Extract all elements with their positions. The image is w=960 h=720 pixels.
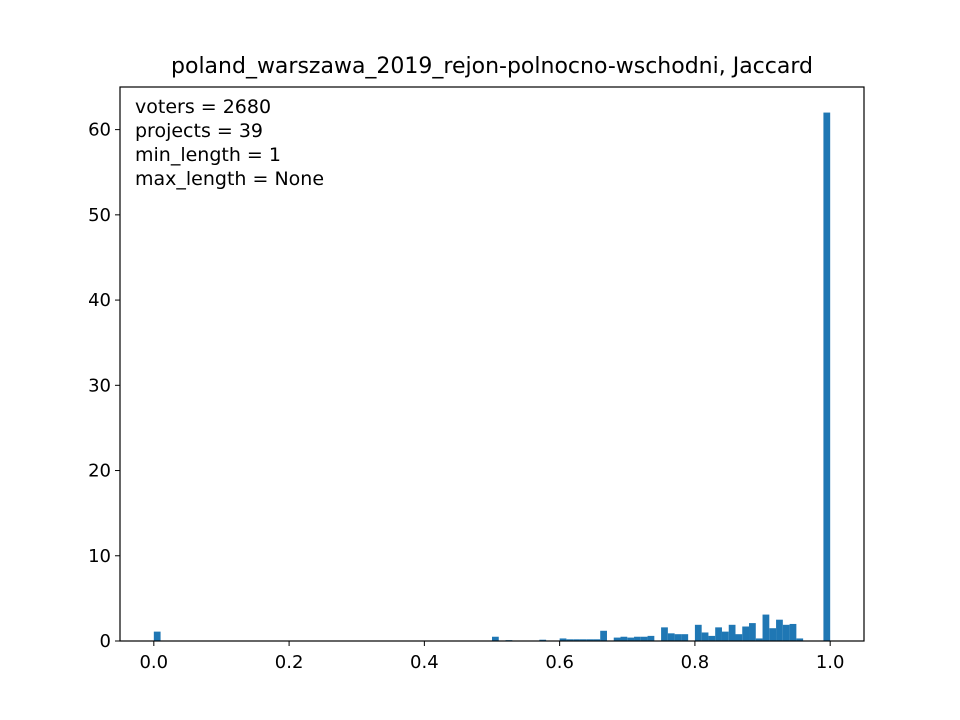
histogram-bar [492, 636, 499, 641]
x-tick-label: 0.2 [275, 652, 304, 673]
histogram-bar [647, 635, 655, 641]
histogram-bar [559, 638, 567, 641]
histogram-bar [762, 614, 770, 641]
histogram-bar [789, 623, 797, 641]
histogram-bar [627, 637, 635, 641]
histogram-bar [634, 636, 641, 641]
histogram-bar [796, 638, 804, 641]
histogram-bar [823, 112, 831, 642]
histogram-bar [600, 630, 607, 641]
y-axis-ticks: 0 10 20 30 40 50 60 [88, 120, 120, 652]
histogram-bar [593, 639, 601, 641]
plot-frame [119, 86, 865, 642]
annotation-line: min_length = 1 [135, 144, 281, 166]
chart-title: poland_warszawa_2019_rejon-polnocno-wsch… [171, 54, 813, 79]
y-tick-label: 50 [88, 205, 111, 226]
histogram-bar [728, 624, 736, 641]
y-tick-label: 30 [88, 375, 111, 396]
histogram-bar [539, 639, 547, 641]
annotation-line: max_length = None [135, 168, 324, 190]
histogram-bar [661, 627, 668, 641]
histogram-bar [681, 634, 689, 641]
x-tick-label: 0.4 [410, 652, 439, 673]
histogram-bar [667, 633, 675, 641]
y-tick-label: 20 [88, 461, 111, 482]
x-tick-label: 1.0 [816, 652, 845, 673]
histogram-bar [749, 623, 756, 641]
histogram-bar [715, 627, 722, 641]
histogram-bar [640, 636, 648, 641]
histogram-bar [566, 639, 574, 641]
histogram-bar [579, 639, 587, 641]
histogram-bar [153, 631, 161, 641]
x-tick-label: 0.6 [545, 652, 574, 673]
histogram-bar [613, 637, 621, 641]
histogram-bar [586, 639, 594, 641]
histogram-bar [769, 628, 777, 641]
y-tick-label: 60 [88, 120, 111, 141]
bars-group [153, 112, 831, 642]
histogram-bar [721, 631, 729, 641]
histogram-bar [708, 635, 716, 641]
histogram-bar [742, 626, 750, 641]
histogram-bar [620, 636, 628, 641]
x-tick-label: 0.0 [139, 652, 168, 673]
x-axis-ticks: 0.0 0.2 0.4 0.6 0.8 1.0 [139, 641, 845, 673]
histogram-bar [755, 638, 763, 641]
y-tick-label: 40 [88, 290, 111, 311]
histogram-bar [573, 639, 580, 641]
histogram-bar [782, 624, 790, 641]
histogram-bar [776, 619, 783, 641]
histogram-bar [674, 634, 682, 641]
histogram-bar [701, 632, 709, 641]
annotation-line: voters = 2680 [135, 96, 271, 118]
x-tick-label: 0.8 [681, 652, 710, 673]
annotation-line: projects = 39 [135, 120, 263, 142]
histogram-bar [735, 634, 743, 641]
y-tick-label: 0 [100, 631, 111, 652]
y-tick-label: 10 [88, 546, 111, 567]
histogram-bar [694, 624, 702, 641]
